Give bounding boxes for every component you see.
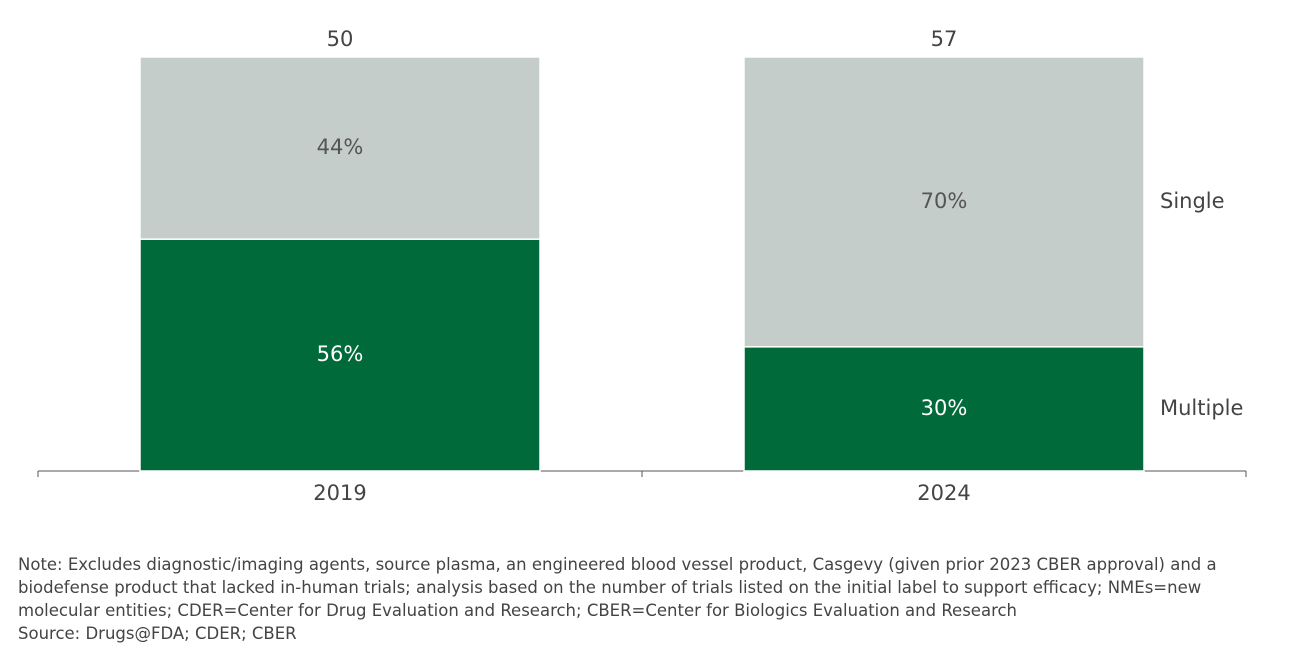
source: Source: Drugs@FDA; CDER; CBER (18, 624, 297, 643)
bar-segment (139, 238, 541, 472)
total-label: 57 (931, 27, 958, 51)
bar-segment (139, 56, 541, 240)
legend-label: Multiple (1160, 396, 1243, 420)
value-label: 70% (921, 189, 968, 213)
value-label: 30% (921, 396, 968, 420)
chart: 56% 44% 50 2019 30% Multiple 70% Single 57 2024 (37, 27, 1247, 505)
x-tick-label: 2024 (917, 481, 970, 505)
x-tick-label: 2019 (313, 481, 366, 505)
legend-label: Single (1160, 189, 1225, 213)
note: Note: Excludes diagnostic/imaging agents… (18, 555, 1217, 620)
value-label: 44% (317, 135, 364, 159)
bar-segment (743, 346, 1145, 472)
bar-segment (743, 56, 1145, 348)
value-label: 56% (317, 342, 364, 366)
notes: Note: Excludes diagnostic/imaging agents… (18, 553, 1288, 645)
total-label: 50 (327, 27, 354, 51)
